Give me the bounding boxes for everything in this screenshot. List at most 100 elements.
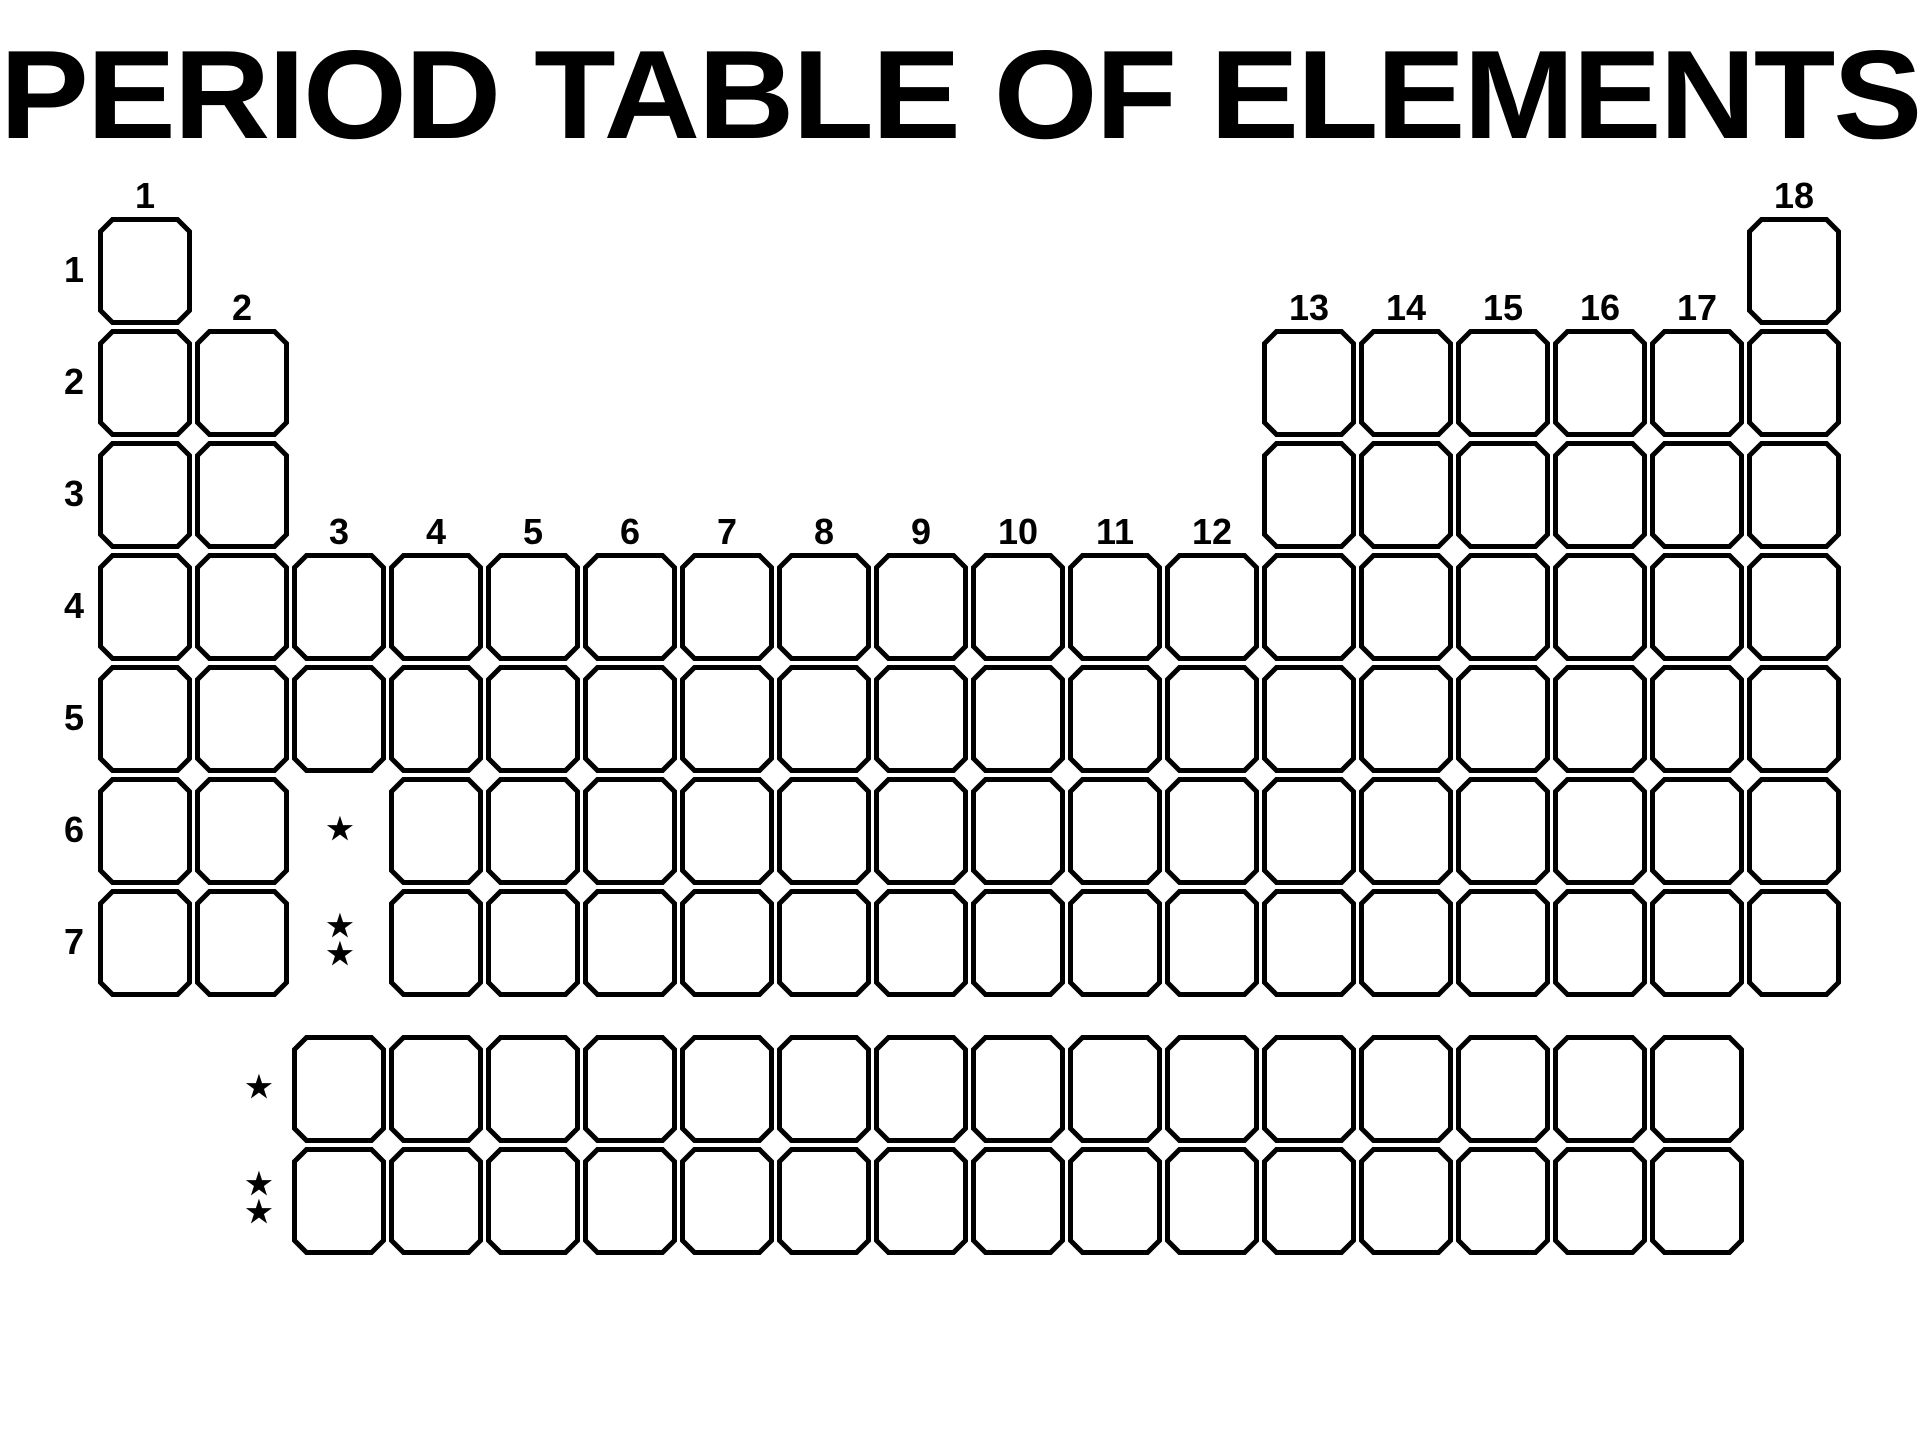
element-cell-p4-g6	[583, 553, 677, 661]
page-title: PERIOD TABLE OF ELEMENTS	[0, 0, 1920, 173]
element-cell-p2-g18	[1747, 329, 1841, 437]
element-cell-p4-g9	[874, 553, 968, 661]
element-cell-p4-g18	[1747, 553, 1841, 661]
star-marker-fblock_row1: ★	[228, 1074, 288, 1102]
fblock-cell-r2-c5	[680, 1147, 774, 1255]
element-cell-p3-g18	[1747, 441, 1841, 549]
element-cell-p2-g16	[1553, 329, 1647, 437]
element-cell-p7-g16	[1553, 889, 1647, 997]
element-cell-p5-g4	[389, 665, 483, 773]
element-cell-p6-g13	[1262, 777, 1356, 885]
fblock-cell-r2-c4	[583, 1147, 677, 1255]
fblock-cell-r1-c4	[583, 1035, 677, 1143]
element-cell-p6-g9	[874, 777, 968, 885]
element-cell-p1-g18	[1747, 217, 1841, 325]
group-label-5: 5	[486, 511, 580, 553]
fblock-cell-r2-c6	[777, 1147, 871, 1255]
element-cell-p4-g3	[292, 553, 386, 661]
element-cell-p6-g12	[1165, 777, 1259, 885]
element-cell-p4-g8	[777, 553, 871, 661]
element-cell-p4-g17	[1650, 553, 1744, 661]
fblock-cell-r1-c10	[1165, 1035, 1259, 1143]
fblock-cell-r2-c3	[486, 1147, 580, 1255]
fblock-cell-r1-c3	[486, 1035, 580, 1143]
element-cell-p5-g1	[98, 665, 192, 773]
element-cell-p7-g12	[1165, 889, 1259, 997]
element-cell-p4-g7	[680, 553, 774, 661]
element-cell-p5-g3	[292, 665, 386, 773]
element-cell-p5-g10	[971, 665, 1065, 773]
element-cell-p4-g15	[1456, 553, 1550, 661]
element-cell-p6-g7	[680, 777, 774, 885]
element-cell-p2-g13	[1262, 329, 1356, 437]
period-label-6: 6	[40, 809, 84, 851]
element-cell-p6-g16	[1553, 777, 1647, 885]
element-cell-p4-g16	[1553, 553, 1647, 661]
period-label-4: 4	[40, 585, 84, 627]
element-cell-p7-g13	[1262, 889, 1356, 997]
star-marker-fblock_row2: ★ ★	[228, 1171, 288, 1226]
element-cell-p6-g11	[1068, 777, 1162, 885]
element-cell-p5-g6	[583, 665, 677, 773]
fblock-cell-r1-c8	[971, 1035, 1065, 1143]
period-label-5: 5	[40, 697, 84, 739]
element-cell-p1-g1	[98, 217, 192, 325]
element-cell-p4-g1	[98, 553, 192, 661]
element-cell-p4-g12	[1165, 553, 1259, 661]
group-label-15: 15	[1456, 287, 1550, 329]
element-cell-p6-g2	[195, 777, 289, 885]
element-cell-p5-g8	[777, 665, 871, 773]
element-cell-p4-g10	[971, 553, 1065, 661]
element-cell-p3-g15	[1456, 441, 1550, 549]
group-label-11: 11	[1068, 511, 1162, 553]
group-label-3: 3	[292, 511, 386, 553]
group-label-18: 18	[1747, 175, 1841, 217]
element-cell-p5-g17	[1650, 665, 1744, 773]
element-cell-p6-g8	[777, 777, 871, 885]
fblock-cell-r1-c12	[1359, 1035, 1453, 1143]
fblock-cell-r1-c11	[1262, 1035, 1356, 1143]
group-label-9: 9	[874, 511, 968, 553]
group-label-6: 6	[583, 511, 677, 553]
element-cell-p5-g18	[1747, 665, 1841, 773]
element-cell-p3-g14	[1359, 441, 1453, 549]
group-label-8: 8	[777, 511, 871, 553]
element-cell-p6-g17	[1650, 777, 1744, 885]
element-cell-p5-g9	[874, 665, 968, 773]
element-cell-p6-g14	[1359, 777, 1453, 885]
fblock-cell-r1-c1	[292, 1035, 386, 1143]
element-cell-p3-g1	[98, 441, 192, 549]
fblock-cell-r2-c14	[1553, 1147, 1647, 1255]
group-label-10: 10	[971, 511, 1065, 553]
element-cell-p4-g4	[389, 553, 483, 661]
element-cell-p6-g6	[583, 777, 677, 885]
group-label-12: 12	[1165, 511, 1259, 553]
fblock-cell-r1-c9	[1068, 1035, 1162, 1143]
element-cell-p3-g2	[195, 441, 289, 549]
group-label-7: 7	[680, 511, 774, 553]
fblock-cell-r2-c9	[1068, 1147, 1162, 1255]
element-cell-p6-g1	[98, 777, 192, 885]
fblock-cell-r1-c13	[1456, 1035, 1550, 1143]
fblock-cell-r2-c11	[1262, 1147, 1356, 1255]
fblock-cell-r2-c1	[292, 1147, 386, 1255]
element-cell-p2-g1	[98, 329, 192, 437]
element-cell-p2-g15	[1456, 329, 1550, 437]
group-label-4: 4	[389, 511, 483, 553]
element-cell-p4-g13	[1262, 553, 1356, 661]
element-cell-p7-g5	[486, 889, 580, 997]
star-marker-period7_col3: ★ ★	[309, 913, 369, 968]
element-cell-p2-g17	[1650, 329, 1744, 437]
element-cell-p6-g15	[1456, 777, 1550, 885]
element-cell-p3-g17	[1650, 441, 1744, 549]
element-cell-p7-g10	[971, 889, 1065, 997]
element-cell-p3-g13	[1262, 441, 1356, 549]
fblock-cell-r2-c8	[971, 1147, 1065, 1255]
group-label-14: 14	[1359, 287, 1453, 329]
element-cell-p5-g11	[1068, 665, 1162, 773]
element-cell-p5-g13	[1262, 665, 1356, 773]
group-label-17: 17	[1650, 287, 1744, 329]
period-label-2: 2	[40, 361, 84, 403]
element-cell-p5-g7	[680, 665, 774, 773]
element-cell-p6-g5	[486, 777, 580, 885]
